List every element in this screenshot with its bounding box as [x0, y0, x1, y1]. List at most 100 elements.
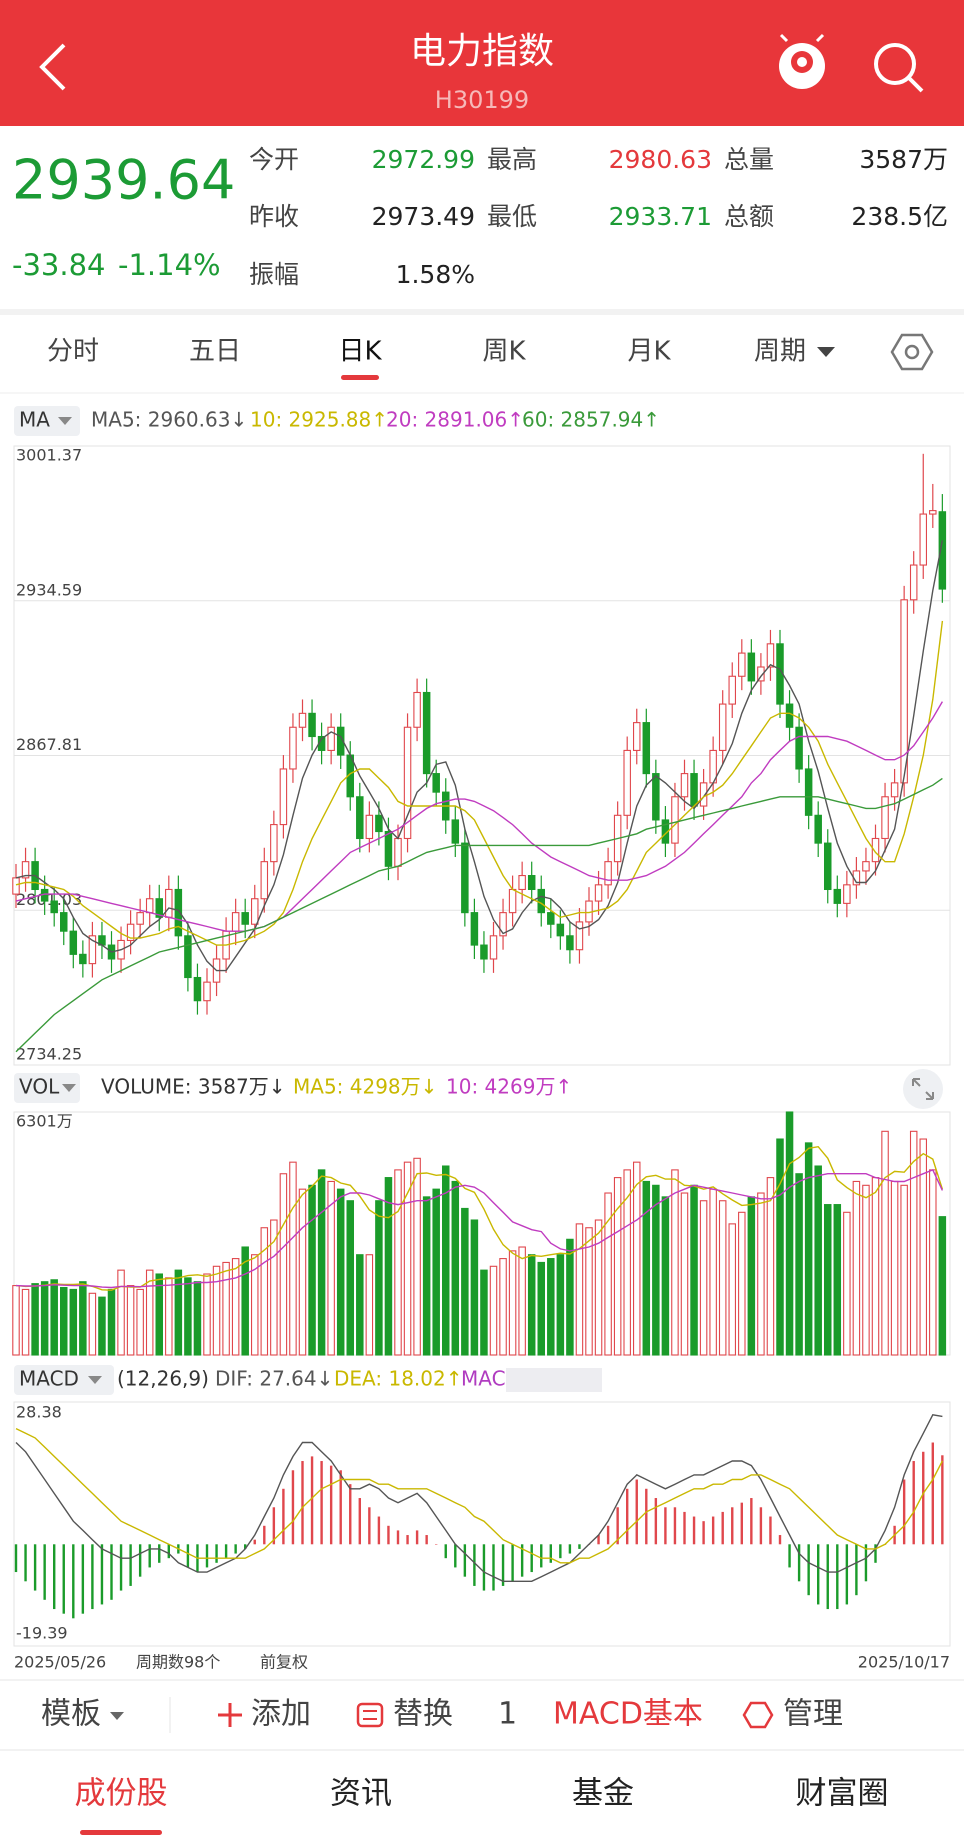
volume-bar: [776, 1138, 784, 1356]
nav-tab[interactable]: 资讯: [330, 1776, 392, 1812]
macd-bar: [224, 1544, 228, 1559]
volume-bar: [585, 1227, 593, 1356]
candle-body: [327, 726, 335, 751]
tab[interactable]: 周K: [482, 337, 526, 367]
candle-body: [833, 888, 842, 904]
candle-body: [814, 814, 822, 844]
field-label: 今开: [249, 145, 299, 174]
tool-swap[interactable]: 替换: [393, 1697, 453, 1732]
candle-body: [270, 824, 278, 863]
tool-macd[interactable]: MACD基本: [553, 1697, 703, 1732]
volume-bar: [575, 1223, 584, 1356]
candle-body: [508, 888, 517, 914]
macd-bar: [797, 1544, 801, 1582]
tab[interactable]: 分时: [47, 337, 99, 367]
legend-entry: 10: 2925.88↑: [250, 408, 388, 432]
legend-entry: MA5: 4298万↓: [293, 1075, 437, 1099]
volume-bar: [298, 1188, 307, 1356]
indicator-box[interactable]: [14, 1073, 80, 1103]
volume-bar: [145, 1269, 154, 1356]
nav-tab[interactable]: 基金: [572, 1776, 634, 1812]
macd-bar: [167, 1544, 170, 1559]
candle-body: [394, 837, 402, 867]
volume-bar: [852, 1180, 861, 1356]
macd-legend: MAC: [461, 1367, 506, 1391]
tab[interactable]: 周期: [754, 337, 806, 367]
y-tick-label: 2734.25: [16, 1045, 82, 1064]
volume-bar: [270, 1219, 278, 1356]
volume-bar: [222, 1261, 230, 1356]
volume-bar: [336, 1188, 345, 1356]
macd-bar: [62, 1544, 65, 1614]
volume-bar: [241, 1246, 249, 1356]
macd-bar: [817, 1544, 820, 1605]
macd-bar: [511, 1544, 514, 1582]
legend-entry: DIF: 27.64↓: [215, 1367, 333, 1391]
tab[interactable]: 月K: [627, 337, 671, 367]
volume-bar: [652, 1184, 660, 1356]
tab[interactable]: 五日: [189, 337, 241, 367]
volume-bar: [709, 1188, 717, 1356]
indicator-line: [15, 1427, 944, 1564]
macd-bar: [329, 1465, 333, 1545]
macd-bar: [377, 1516, 381, 1545]
volume-bar: [890, 1180, 899, 1356]
tool-manage[interactable]: 管理: [783, 1697, 843, 1732]
dropdown-arrow: [58, 417, 72, 425]
volume-bar: [900, 1184, 908, 1356]
macd-bar: [81, 1544, 85, 1614]
macd-bar: [110, 1544, 113, 1600]
tool-template[interactable]: 模板: [41, 1697, 101, 1732]
code: H30199: [435, 86, 529, 114]
volume-bar: [795, 1173, 803, 1356]
volume-bar: [804, 1142, 813, 1356]
macd-bar: [43, 1544, 46, 1600]
volume-bar: [260, 1227, 269, 1356]
macd-bar: [53, 1544, 56, 1610]
indicator-box[interactable]: [14, 1365, 114, 1395]
macd-bar: [244, 1544, 247, 1549]
candle-body: [652, 773, 660, 821]
macd-bar: [692, 1516, 696, 1545]
nav-tab[interactable]: 财富圈: [796, 1776, 889, 1812]
search-icon[interactable]: [874, 43, 924, 93]
volume-bar: [327, 1180, 335, 1356]
candle-body: [461, 842, 469, 914]
tool-add[interactable]: 添加: [251, 1697, 311, 1732]
legend-entry: MA5: 2960.63↓: [91, 408, 247, 432]
indicator-box[interactable]: [14, 406, 80, 436]
nav-tab-active[interactable]: 成份股: [75, 1776, 168, 1812]
volume-bar: [193, 1281, 202, 1356]
period-count: 周期数98个: [136, 1653, 220, 1672]
candle-body: [308, 712, 316, 738]
macd-bar: [807, 1544, 810, 1596]
settings-icon[interactable]: [890, 333, 934, 371]
candle-body: [298, 712, 307, 728]
macd-bar: [845, 1544, 849, 1605]
volume-bar: [231, 1258, 240, 1356]
back-button[interactable]: [39, 43, 66, 91]
volume-bar: [661, 1196, 670, 1356]
indicator-line: [15, 620, 944, 946]
indicator-line: [15, 1145, 944, 1291]
expand-button[interactable]: [903, 1069, 943, 1109]
macd-bar: [635, 1479, 638, 1545]
macd-bar: [119, 1544, 123, 1591]
field-label: 最低: [487, 202, 537, 231]
tab-active[interactable]: 日K: [338, 337, 382, 367]
candle-body: [231, 912, 240, 932]
expand-icon: [912, 1078, 934, 1100]
volume-bar: [40, 1281, 49, 1356]
macd-bar: [530, 1544, 533, 1573]
macd-bar: [492, 1544, 495, 1591]
volume-bar: [441, 1165, 450, 1356]
candle-body: [900, 599, 908, 784]
candle-body: [260, 861, 269, 900]
mascot-icon[interactable]: [779, 33, 825, 89]
candle-body: [489, 935, 498, 960]
candle-body: [470, 912, 479, 946]
candle-body: [365, 814, 374, 840]
candle-body: [356, 796, 364, 840]
volume-bar: [881, 1130, 889, 1356]
